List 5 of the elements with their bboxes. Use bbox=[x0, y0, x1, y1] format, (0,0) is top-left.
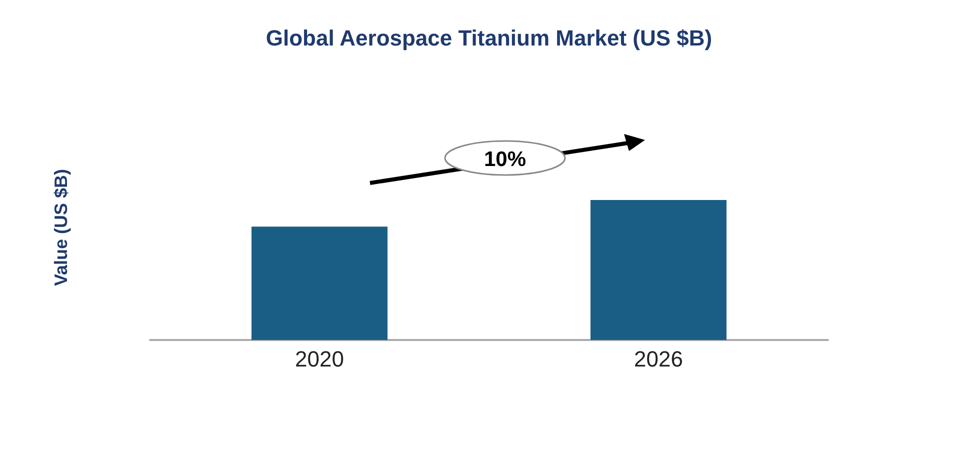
x-tick-label: 2026 bbox=[634, 346, 683, 372]
y-axis-title: Value (US $B) bbox=[51, 168, 71, 286]
chart-title: Global Aerospace Titanium Market (US $B) bbox=[266, 26, 712, 50]
text: 10% bbox=[484, 148, 526, 171]
x-tick-label: 2020 bbox=[295, 346, 344, 372]
